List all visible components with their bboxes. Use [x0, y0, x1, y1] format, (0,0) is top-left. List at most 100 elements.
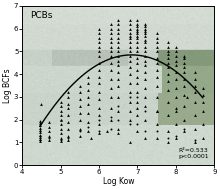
- Point: [47, 130, 51, 133]
- Point: [38, 138, 42, 141]
- Point: [155, 41, 158, 44]
- Point: [155, 123, 158, 126]
- Point: [128, 109, 132, 112]
- Point: [38, 140, 42, 143]
- Point: [193, 139, 197, 142]
- Point: [38, 131, 42, 134]
- Point: [136, 27, 139, 30]
- Point: [136, 36, 139, 39]
- Point: [38, 135, 42, 138]
- Point: [128, 50, 132, 53]
- Point: [117, 36, 120, 39]
- X-axis label: Log Kow: Log Kow: [103, 177, 134, 186]
- Point: [86, 130, 89, 133]
- Point: [86, 95, 89, 98]
- Point: [78, 130, 82, 133]
- Point: [47, 125, 51, 128]
- Point: [117, 18, 120, 21]
- Point: [174, 54, 178, 57]
- Point: [117, 27, 120, 30]
- Point: [128, 27, 132, 30]
- Point: [97, 32, 101, 35]
- Point: [155, 68, 158, 71]
- Point: [143, 86, 147, 89]
- Point: [86, 75, 89, 78]
- Point: [97, 98, 101, 101]
- Point: [78, 118, 82, 121]
- Point: [86, 121, 89, 124]
- Point: [47, 139, 51, 142]
- Point: [155, 61, 158, 64]
- Point: [67, 114, 70, 117]
- Point: [97, 91, 101, 94]
- Point: [97, 130, 101, 133]
- Point: [59, 100, 62, 103]
- Point: [143, 109, 147, 112]
- Point: [128, 18, 132, 21]
- Point: [143, 136, 147, 139]
- Point: [109, 61, 112, 64]
- Point: [167, 100, 170, 103]
- Point: [136, 82, 139, 85]
- Point: [109, 54, 112, 57]
- Point: [86, 125, 89, 128]
- Point: [38, 126, 42, 129]
- Point: [128, 66, 132, 69]
- Point: [59, 132, 62, 135]
- Point: [201, 100, 205, 103]
- Point: [38, 129, 42, 132]
- Point: [136, 91, 139, 94]
- Point: [136, 61, 139, 64]
- Point: [117, 118, 120, 121]
- Point: [167, 41, 170, 44]
- Point: [59, 139, 62, 142]
- Point: [174, 64, 178, 67]
- Point: [193, 127, 197, 130]
- Point: [143, 59, 147, 62]
- Point: [167, 50, 170, 53]
- Point: [182, 127, 185, 130]
- Point: [117, 45, 120, 48]
- Point: [109, 86, 112, 89]
- Point: [97, 123, 101, 126]
- Point: [109, 50, 112, 53]
- Point: [128, 34, 132, 37]
- Point: [40, 102, 43, 105]
- Point: [193, 77, 197, 80]
- Point: [109, 107, 112, 110]
- Point: [143, 27, 147, 30]
- Y-axis label: Log BCFs: Log BCFs: [4, 68, 13, 103]
- Point: [174, 123, 178, 126]
- Point: [174, 136, 178, 139]
- Point: [78, 127, 82, 130]
- Point: [59, 109, 62, 112]
- Point: [109, 45, 112, 48]
- Point: [136, 75, 139, 78]
- Point: [117, 127, 120, 130]
- Point: [117, 54, 120, 57]
- Point: [78, 91, 82, 94]
- Point: [143, 50, 147, 53]
- Point: [117, 77, 120, 80]
- Point: [97, 82, 101, 85]
- Point: [109, 116, 112, 119]
- Point: [201, 123, 205, 126]
- Point: [117, 132, 120, 135]
- Point: [109, 32, 112, 35]
- Point: [67, 95, 70, 98]
- Point: [59, 123, 62, 126]
- Point: [155, 109, 158, 112]
- Point: [47, 134, 51, 137]
- Point: [97, 61, 101, 64]
- Point: [182, 105, 185, 108]
- Point: [67, 136, 70, 139]
- Point: [128, 123, 132, 126]
- Point: [136, 18, 139, 21]
- Point: [136, 25, 139, 28]
- Point: [109, 68, 112, 71]
- Point: [167, 52, 170, 55]
- Point: [182, 84, 185, 87]
- Point: [67, 102, 70, 105]
- Point: [174, 107, 178, 110]
- Point: [136, 50, 139, 53]
